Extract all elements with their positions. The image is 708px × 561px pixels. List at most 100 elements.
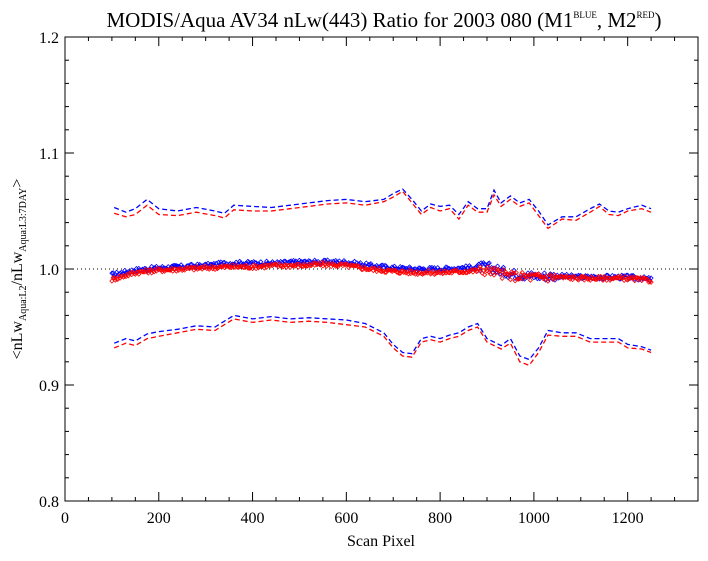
data-point	[500, 264, 506, 270]
data-point	[468, 268, 474, 274]
x-axis-label: Scan Pixel	[347, 533, 416, 550]
data-point	[473, 269, 479, 275]
data-point	[286, 262, 292, 268]
y-axis-label-a-sub: Aqua:L2	[18, 285, 29, 321]
data-point	[643, 276, 649, 282]
data-point	[347, 263, 353, 269]
data-point	[429, 270, 435, 276]
data-point	[507, 277, 513, 283]
data-point	[267, 263, 273, 269]
x-tick-label: 800	[428, 510, 452, 527]
data-point	[483, 266, 489, 272]
data-point	[320, 263, 326, 269]
data-point	[484, 268, 490, 274]
data-point	[366, 262, 372, 268]
y-tick-label: 1.2	[39, 30, 59, 47]
data-point	[587, 277, 593, 283]
data-point	[561, 274, 567, 280]
data-point	[411, 269, 417, 275]
y-axis-label-b-sub: Aqua:L3:7DAY	[18, 188, 29, 252]
data-point	[237, 264, 243, 270]
data-point	[357, 260, 363, 266]
data-point	[194, 266, 201, 272]
chart-title-sup-blue: BLUE	[573, 10, 597, 20]
data-point	[109, 270, 115, 276]
data-point	[280, 264, 286, 270]
data-point	[628, 275, 634, 281]
data-point	[475, 262, 481, 268]
data-point	[550, 276, 556, 282]
data-point	[516, 276, 522, 282]
data-point	[361, 263, 367, 269]
data-point	[366, 267, 372, 273]
data-point	[472, 267, 478, 273]
data-point	[216, 259, 222, 265]
series-dashed-line-4	[113, 314, 652, 361]
data-point	[146, 267, 152, 273]
data-point	[368, 261, 374, 267]
data-point	[570, 277, 576, 283]
data-point	[389, 268, 395, 274]
series-dashed-line-5	[113, 318, 652, 367]
y-axis-label-c: >	[9, 179, 26, 188]
data-point	[506, 272, 512, 278]
data-point	[407, 267, 413, 273]
data-point	[585, 276, 591, 282]
data-point	[596, 275, 603, 281]
data-point	[159, 269, 165, 275]
data-point	[537, 274, 543, 280]
data-point	[409, 268, 415, 274]
data-point	[122, 267, 128, 273]
data-point	[428, 271, 434, 277]
data-point	[560, 275, 566, 281]
data-point	[301, 258, 307, 264]
data-point	[121, 274, 127, 280]
data-point	[525, 273, 531, 279]
data-point	[140, 269, 147, 275]
data-point	[625, 277, 631, 283]
y-axis-label-b: /nLw	[9, 251, 26, 285]
data-point	[259, 264, 265, 270]
data-point	[391, 268, 397, 274]
data-point	[405, 271, 412, 277]
series-points-1	[109, 259, 654, 285]
data-point	[393, 267, 399, 273]
data-point	[233, 262, 239, 268]
data-point	[487, 271, 494, 277]
data-point	[571, 273, 577, 280]
data-point	[403, 265, 409, 271]
data-point	[469, 267, 475, 273]
data-point	[534, 272, 540, 278]
data-point	[286, 259, 292, 265]
data-point	[593, 276, 599, 283]
data-point	[353, 263, 359, 269]
data-point	[533, 272, 539, 278]
data-point	[478, 266, 484, 272]
data-point	[258, 263, 264, 269]
data-point	[491, 272, 497, 278]
data-point	[291, 263, 297, 269]
data-point	[321, 259, 327, 266]
data-point	[238, 263, 244, 270]
data-point	[504, 271, 510, 277]
data-point	[648, 279, 654, 285]
data-point	[387, 267, 393, 273]
data-point	[530, 273, 536, 279]
data-point	[618, 273, 624, 279]
data-point	[492, 265, 498, 271]
data-point	[384, 267, 390, 273]
data-point	[380, 268, 386, 274]
data-point	[605, 275, 611, 281]
data-point	[513, 270, 519, 276]
data-point	[375, 267, 381, 273]
data-point	[192, 265, 198, 271]
data-point	[135, 269, 141, 275]
data-point	[509, 271, 515, 277]
data-point	[336, 261, 342, 268]
data-point	[431, 265, 437, 271]
data-point	[394, 269, 400, 275]
data-point	[223, 263, 229, 269]
y-axis-label: <nLwAqua:L2/nLwAqua:L3:7DAY>	[9, 179, 29, 360]
data-point	[359, 266, 365, 272]
